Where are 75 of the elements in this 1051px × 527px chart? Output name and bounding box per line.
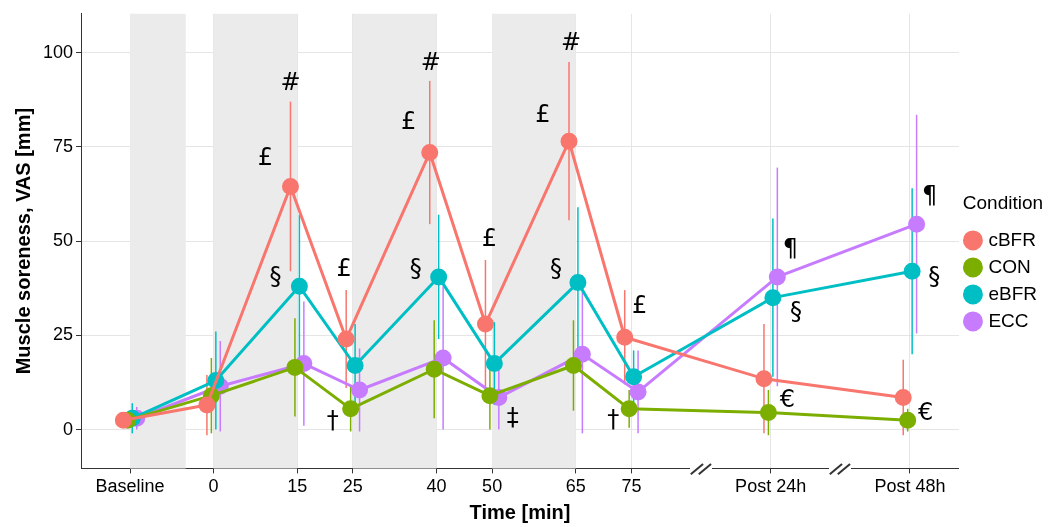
point [755, 370, 773, 388]
point [759, 404, 777, 422]
annotation: ¶ [782, 234, 798, 263]
x-tick-label: 25 [342, 476, 363, 497]
point [481, 387, 499, 405]
point [560, 132, 578, 150]
x-tick-label: 0 [208, 476, 219, 497]
y-tick-label: 25 [53, 324, 74, 345]
y-tick-label: 50 [53, 230, 74, 251]
point [564, 356, 582, 374]
x-axis-title: Time [min] [469, 500, 571, 523]
annotation: # [280, 67, 301, 96]
point [434, 349, 452, 367]
point [346, 356, 364, 374]
annotation: ‡ [506, 402, 519, 431]
point [903, 262, 921, 280]
point [629, 383, 647, 401]
annotation: £ [257, 142, 274, 171]
annotation: # [560, 28, 582, 57]
point [430, 268, 448, 286]
y-tick-label: 75 [53, 135, 74, 156]
annotation: § [409, 254, 422, 283]
annotation: § [269, 261, 282, 290]
y-tick-label: 100 [42, 41, 74, 62]
point [894, 389, 912, 407]
x-tick-label: 50 [482, 476, 503, 497]
annotation: § [789, 296, 802, 325]
annotation: € [918, 398, 934, 427]
legend-label: cBFR [988, 228, 1036, 250]
annotation: † [607, 405, 620, 434]
point [620, 400, 638, 418]
legend-title: Condition [962, 191, 1044, 213]
annotation: † [326, 406, 339, 435]
annotation: # [420, 48, 441, 77]
x-tick-label: 40 [426, 476, 447, 497]
x-tick-label: 65 [565, 476, 586, 497]
x-tick-label: Post 24h [735, 476, 807, 497]
x-tick-label: 15 [287, 476, 308, 497]
point [625, 368, 643, 386]
point [573, 345, 591, 363]
point [569, 274, 587, 292]
annotation: £ [535, 100, 551, 129]
annotation: £ [336, 254, 352, 283]
annotation: § [928, 262, 941, 291]
legend-label: ECC [988, 309, 1029, 331]
point [114, 411, 132, 429]
point [485, 355, 503, 373]
point [286, 358, 304, 376]
point [768, 268, 786, 286]
point [351, 381, 369, 399]
x-tick-label: Post 48h [874, 476, 946, 497]
annotation: £ [401, 106, 417, 135]
y-axis-title: Muscle soreness, VAS [mm] [11, 107, 34, 375]
y-tick-label: 0 [63, 418, 74, 439]
point [908, 215, 926, 233]
point [476, 315, 494, 333]
point [281, 177, 299, 195]
point [616, 328, 634, 346]
point [337, 330, 355, 348]
point [421, 144, 439, 162]
point [290, 277, 308, 295]
annotation: € [779, 384, 796, 413]
annotation: § [549, 253, 562, 282]
annotation: ¶ [921, 181, 938, 210]
x-tick-label: 75 [621, 476, 642, 497]
point [899, 411, 917, 429]
point [198, 396, 216, 414]
annotation: £ [632, 291, 648, 320]
legend-label: eBFR [988, 282, 1038, 304]
point [764, 289, 782, 307]
x-tick-label: Baseline [95, 476, 165, 497]
legend-label: CON [988, 255, 1031, 277]
point [342, 400, 360, 418]
point [425, 360, 443, 378]
annotation: £ [481, 224, 498, 253]
